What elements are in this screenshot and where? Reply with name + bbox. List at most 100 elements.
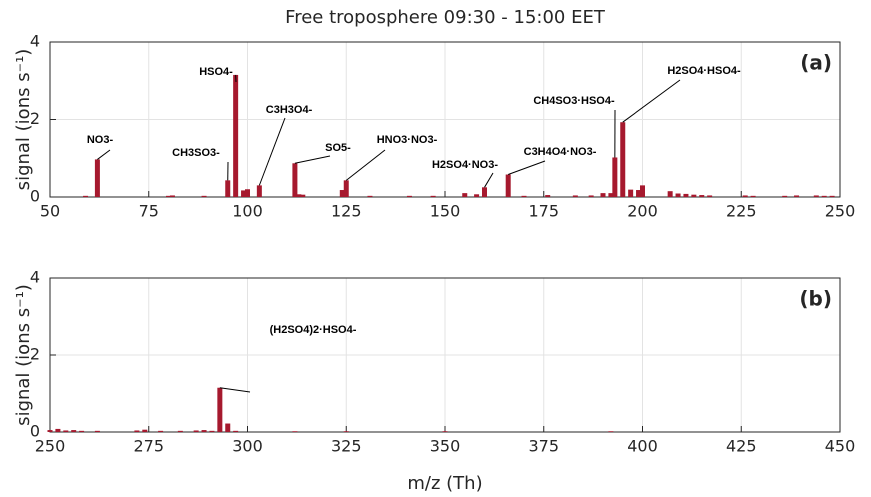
bar: [201, 195, 207, 197]
panel-label: (b): [799, 287, 832, 311]
x-tick-label: 50: [40, 202, 60, 221]
bar: [462, 193, 468, 197]
bar: [640, 185, 645, 197]
annotation: NO3-: [87, 134, 114, 146]
x-tick-label: 375: [528, 437, 559, 456]
bar: [343, 180, 349, 197]
y-tick-label: 2: [30, 345, 40, 364]
annotation: HNO3·NO3-: [377, 134, 438, 146]
annotation-arrow: [219, 387, 251, 393]
x-tick-label: 75: [139, 202, 159, 221]
bar: [142, 429, 148, 432]
bar: [406, 195, 412, 197]
panel-label: (a): [800, 51, 832, 75]
bar: [225, 423, 231, 432]
bar: [217, 387, 223, 432]
bar: [620, 122, 626, 197]
annotation: SO5-: [325, 142, 351, 154]
bar: [707, 195, 713, 197]
bar: [683, 193, 689, 197]
bar: [209, 430, 215, 432]
annotation: CH3SO3-: [172, 147, 220, 159]
bar: [79, 430, 85, 432]
x-tick-label: 350: [430, 437, 461, 456]
annotation: H2SO4·NO3-: [432, 159, 498, 171]
x-tick-label: 450: [825, 437, 856, 456]
bar: [83, 195, 89, 197]
bar: [750, 195, 756, 197]
bar: [339, 190, 345, 197]
annotation-arrow: [622, 79, 681, 123]
bar: [474, 194, 480, 197]
x-tick-label: 250: [35, 437, 66, 456]
bar: [367, 195, 373, 197]
bar: [71, 430, 77, 432]
bar: [158, 430, 164, 432]
plot-frame: [49, 41, 841, 198]
bar: [233, 430, 239, 432]
bar: [245, 189, 250, 197]
x-tick-label: 275: [133, 437, 164, 456]
bar: [94, 430, 100, 432]
y-tick-label: 4: [30, 32, 40, 51]
bar: [300, 194, 306, 197]
bar: [166, 195, 171, 197]
bar: [600, 193, 606, 197]
x-tick-label: 400: [627, 437, 658, 456]
bar: [782, 195, 788, 197]
x-tick-label: 225: [726, 202, 757, 221]
bar: [545, 195, 551, 197]
y-tick-label: 2: [30, 109, 40, 128]
y-tick-label: 0: [30, 422, 40, 441]
x-axis-label: m/z (Th): [407, 473, 482, 494]
bar: [94, 159, 100, 197]
annotation: C3H4O4·NO3-: [524, 146, 597, 158]
bar: [608, 431, 614, 432]
bar: [233, 74, 239, 197]
bar: [482, 187, 487, 197]
x-tick-label: 300: [232, 437, 263, 456]
bar: [572, 195, 578, 197]
x-tick-label: 100: [232, 202, 263, 221]
annotation: CH4SO3·HSO4-: [533, 95, 615, 107]
bar: [588, 195, 594, 197]
bar: [225, 180, 231, 197]
y-tick-label: 0: [30, 187, 40, 206]
bar: [691, 194, 697, 197]
bar: [608, 193, 614, 197]
bar: [292, 431, 298, 432]
annotation-arrow: [97, 149, 111, 160]
bar: [193, 430, 199, 432]
bar: [201, 430, 207, 432]
bar: [794, 195, 800, 197]
bar: [675, 193, 681, 197]
x-tick-label: 175: [528, 202, 559, 221]
bar: [521, 195, 527, 197]
bar: [256, 185, 262, 197]
bar: [55, 428, 61, 432]
bar: [47, 430, 53, 432]
annotation: HSO4-: [199, 66, 233, 78]
annotation-arrow: [258, 117, 286, 186]
bar: [134, 430, 140, 432]
bar: [241, 190, 247, 197]
bar: [699, 195, 705, 197]
bar: [442, 431, 448, 432]
bar: [343, 431, 349, 432]
x-tick-label: 250: [825, 202, 856, 221]
bar: [636, 190, 642, 197]
bar: [169, 195, 175, 197]
bar: [821, 195, 827, 197]
annotation: (H2SO4)2·HSO4-: [270, 324, 357, 336]
annotation-arrow: [484, 172, 494, 188]
x-tick-label: 150: [430, 202, 461, 221]
bar: [296, 194, 302, 197]
bar: [667, 191, 673, 197]
bar: [292, 163, 298, 197]
x-tick-label: 125: [331, 202, 362, 221]
bar: [813, 195, 819, 197]
annotation: H2SO4·HSO4-: [667, 65, 741, 77]
chart-title: Free troposphere 09:30 - 15:00 EET: [285, 7, 606, 28]
bar: [612, 157, 618, 197]
